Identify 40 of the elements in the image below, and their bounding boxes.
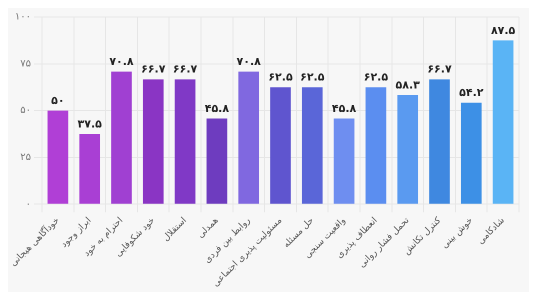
x-tick-label: استقلال [161,216,189,244]
y-tick-label: ۵۰ [20,105,31,116]
bar [174,79,196,204]
y-tick-label: ۲۵ [20,152,31,163]
data-label: ۶۶.۷ [141,62,166,76]
data-label: ۵۰ [51,94,65,107]
data-label: ۵۴.۲ [459,86,484,100]
x-tick-label: شادکامی [476,216,507,247]
data-label: ۳۷.۵ [78,117,102,130]
bar [492,40,514,204]
bar [270,87,291,204]
data-label: ۷۰.۸ [236,55,262,68]
data-label: ۴۵.۸ [204,102,230,115]
bar [334,118,354,204]
y-tick-label: ۷۵ [20,58,31,70]
x-tick-label: خوش بینی [440,216,476,251]
data-label: ۶۶.۷ [172,62,198,76]
data-label: ۷۰.۸ [109,55,134,68]
bar [142,79,164,204]
bar [79,134,100,204]
bar [48,110,68,204]
bar [238,72,260,204]
data-label: ۶۶.۷ [427,62,452,76]
bar [366,87,386,204]
data-label: ۴۵.۸ [332,102,357,115]
bar [429,79,450,204]
y-tick-label: ۱۰۰ [14,12,31,23]
bar [397,95,418,204]
data-label: ۶۲.۵ [300,70,325,84]
data-label: ۶۲.۵ [268,70,293,84]
y-tick-label: ۰ [26,198,31,210]
x-tick-label: خودآگاهی هیجانی [7,214,62,269]
bar [460,102,482,204]
data-label: ۶۲.۵ [364,70,388,84]
bar [302,87,323,204]
data-label: ۸۷.۵ [490,24,516,37]
bar [111,72,132,204]
data-label: ۵۸.۳ [396,78,420,92]
x-tick-label: همدلی [196,216,221,240]
bar [206,118,228,204]
